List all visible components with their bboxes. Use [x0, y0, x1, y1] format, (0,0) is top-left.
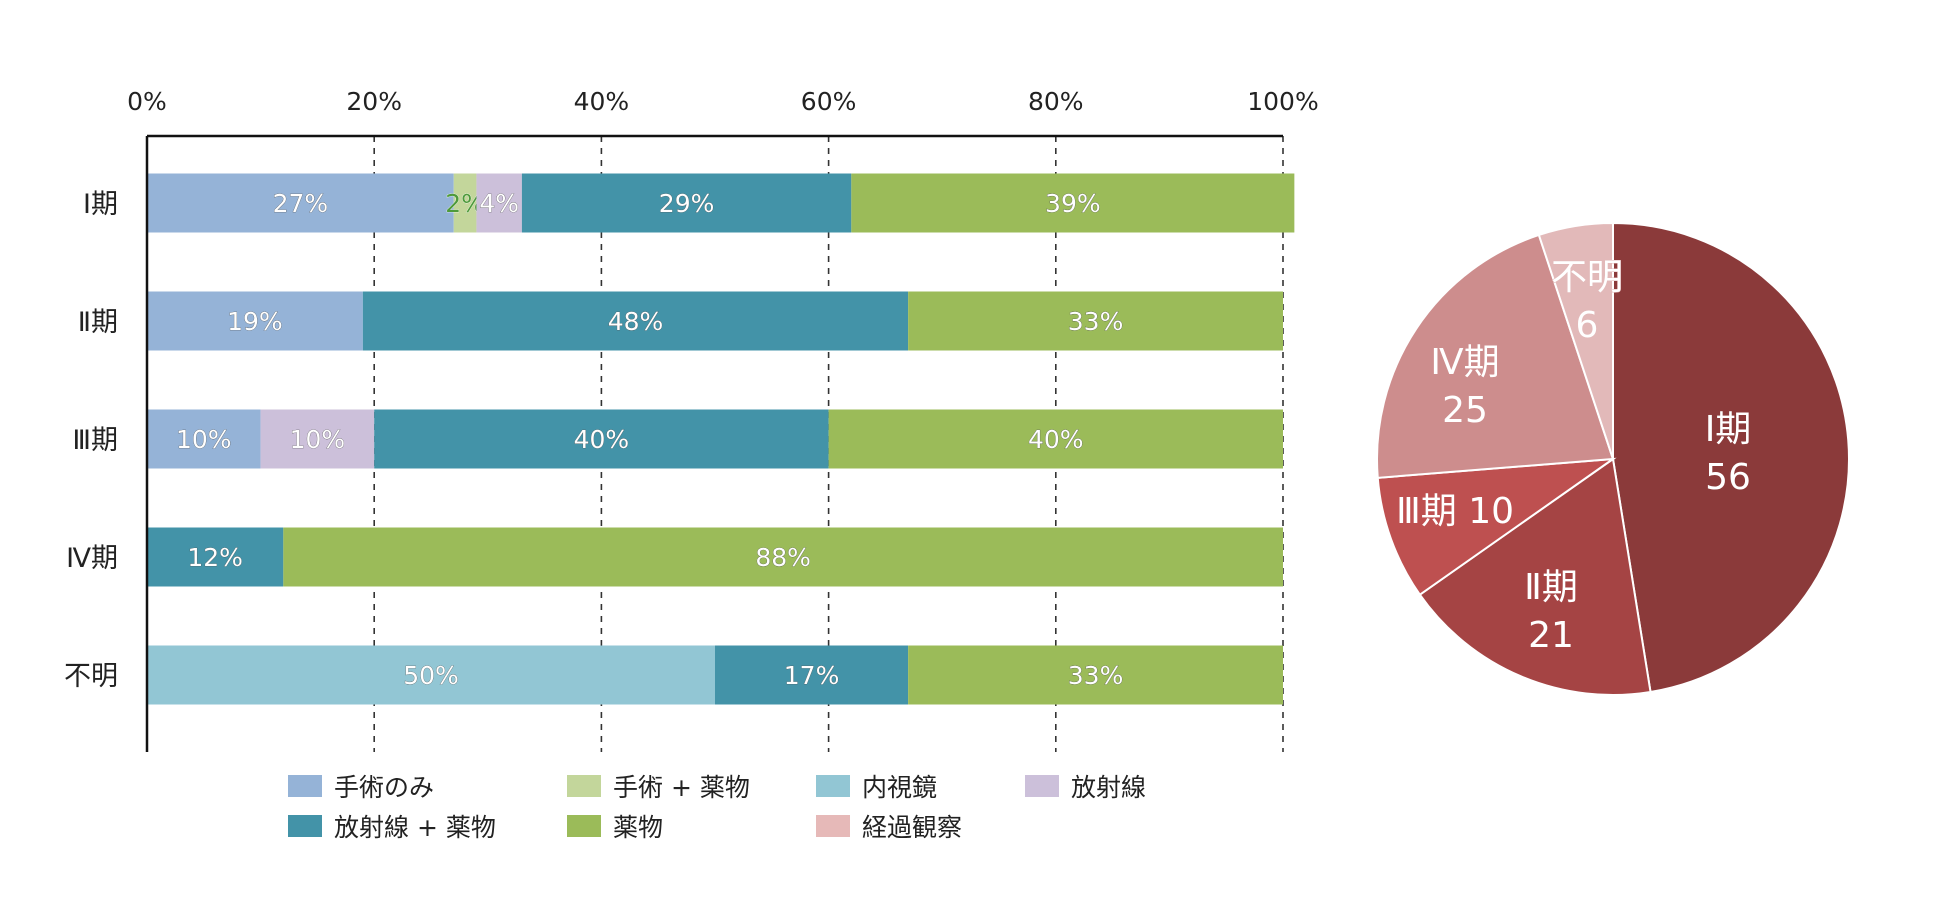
category-label: 不明: [64, 661, 118, 692]
pie-slice: [1376, 233, 1615, 479]
legend-label: 手術のみ: [334, 773, 434, 802]
data-label: 40%: [1028, 425, 1084, 454]
pie-slice: [1418, 457, 1652, 696]
pie-slice-label: Ⅱ期: [1524, 567, 1578, 608]
pie-slice-label: Ⅲ期 10: [1396, 491, 1514, 532]
legend-label: 放射線: [1071, 773, 1146, 802]
pie-slice: [1537, 221, 1614, 460]
data-label: 10%: [290, 425, 346, 454]
legend-label: 手術 + 薬物: [613, 773, 750, 802]
bar-segment: [828, 409, 1283, 469]
data-label: 88%: [755, 543, 811, 572]
data-label: 48%: [608, 307, 664, 336]
bar-segment: [476, 173, 522, 233]
bar-segment: [147, 527, 284, 587]
pie-slice-label: Ⅳ期: [1430, 342, 1499, 383]
pie-slice-label: 25: [1442, 390, 1488, 431]
data-label: 12%: [187, 543, 243, 572]
legend-swatch: [288, 815, 322, 837]
legend-label: 放射線 + 薬物: [334, 813, 496, 842]
bar-segment: [908, 291, 1283, 351]
pie-slice-label: 56: [1705, 457, 1751, 498]
x-tick-label: 60%: [801, 87, 857, 116]
pie-slice-label: Ⅰ期: [1705, 409, 1752, 450]
legend-swatch: [567, 815, 601, 837]
legend-label: 内視鏡: [862, 773, 937, 802]
data-label: 50%: [403, 661, 459, 690]
bar-segment: [851, 173, 1295, 233]
legend-swatch: [288, 775, 322, 797]
bar-segment: [521, 173, 852, 233]
x-tick-label: 20%: [346, 87, 402, 116]
x-tick-label: 80%: [1028, 87, 1084, 116]
bar-segment: [715, 645, 909, 705]
bar-segment: [453, 173, 477, 233]
bar-segment: [147, 645, 715, 705]
x-tick-label: 0%: [127, 87, 167, 116]
legend-swatch: [1025, 775, 1059, 797]
pie-slice: [1612, 221, 1850, 694]
data-label: 17%: [784, 661, 840, 690]
data-label: 27%: [273, 189, 329, 218]
pie-slice-label: 不明: [1551, 257, 1623, 298]
legend-swatch: [567, 775, 601, 797]
category-label: Ⅰ期: [83, 189, 118, 220]
legend-label: 経過観察: [862, 813, 962, 842]
pie-slice-label: 21: [1528, 615, 1574, 656]
bar-segment: [283, 527, 1283, 587]
bar-segment: [908, 645, 1283, 705]
x-tick-label: 100%: [1247, 87, 1318, 116]
bar-segment: [374, 409, 829, 469]
pie-slice: [1376, 457, 1617, 597]
legend-label: 薬物: [613, 813, 663, 842]
data-label: 29%: [659, 189, 715, 218]
bar-segment: [362, 291, 909, 351]
data-label: 19%: [227, 307, 283, 336]
pie-chart: Ⅰ期 56 Ⅱ期 21 Ⅲ期 10 Ⅳ期 25 不明 6: [1376, 221, 1850, 696]
category-label: Ⅲ期: [72, 425, 118, 456]
legend-swatch: [816, 815, 850, 837]
bar-segment: [260, 409, 375, 469]
category-label: Ⅱ期: [78, 307, 118, 338]
category-label: Ⅳ期: [66, 543, 118, 574]
data-label: 33%: [1068, 661, 1124, 690]
pie-slice-label: 6: [1576, 305, 1599, 346]
bar-segment: [147, 409, 261, 469]
data-label: 33%: [1068, 307, 1124, 336]
bar-segment: [147, 291, 363, 351]
legend-swatch: [816, 775, 850, 797]
data-label: 4%: [479, 189, 519, 218]
x-tick-label: 40%: [574, 87, 630, 116]
data-label: 10%: [176, 425, 232, 454]
data-label: 39%: [1045, 189, 1101, 218]
data-label: 40%: [574, 425, 630, 454]
bar-segment: [147, 173, 454, 233]
